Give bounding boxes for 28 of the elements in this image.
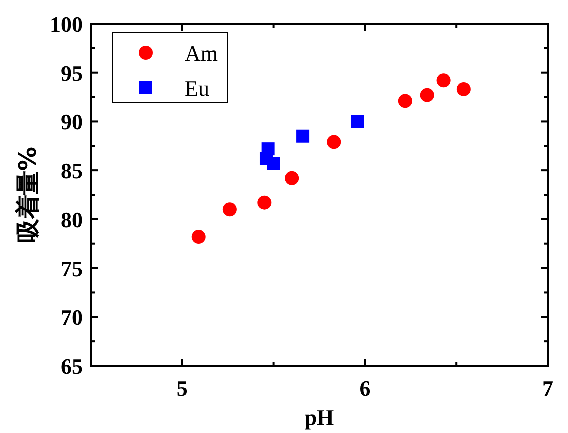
y-tick-label: 100 [50, 12, 83, 37]
x-tick-label: 7 [542, 376, 554, 401]
legend-label: Eu [185, 76, 210, 101]
point [456, 82, 471, 96]
point [420, 88, 434, 102]
point [327, 135, 342, 150]
point [296, 130, 310, 143]
y-tick-label: 95 [61, 60, 83, 86]
x-tick-label: 6 [360, 376, 371, 401]
y-axis-title: 吸着量% [14, 146, 42, 244]
point [258, 196, 272, 210]
point [398, 94, 412, 108]
x-axis-title: pH [304, 405, 334, 430]
y-tick-label: 70 [61, 305, 83, 330]
x-tick-label: 5 [176, 376, 188, 401]
y-tick-label: 65 [61, 354, 83, 379]
y-tick-label: 75 [61, 256, 83, 282]
legend-label: Am [185, 41, 218, 66]
point [192, 230, 206, 244]
y-tick-label: 80 [61, 207, 83, 232]
point [267, 157, 280, 170]
point [285, 171, 300, 186]
point [222, 202, 237, 217]
point [351, 115, 364, 128]
y-tick-label: 85 [61, 158, 83, 184]
y-tick-label: 90 [61, 110, 83, 135]
point [436, 74, 451, 88]
point [262, 142, 275, 156]
